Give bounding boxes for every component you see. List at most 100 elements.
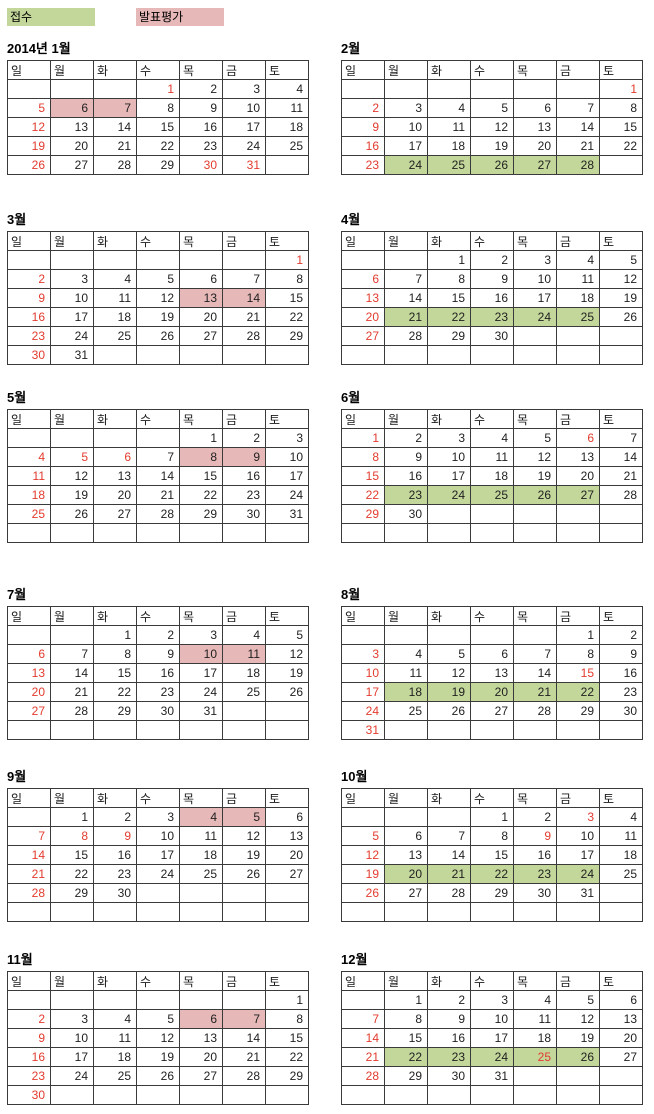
day-cell[interactable]: 5 (7, 98, 51, 118)
day-cell[interactable]: 6 (384, 826, 428, 846)
day-cell[interactable]: 9 (179, 98, 223, 118)
day-cell[interactable] (599, 1085, 643, 1105)
day-cell[interactable] (179, 345, 223, 365)
day-cell[interactable]: 30 (93, 883, 137, 903)
day-cell[interactable] (556, 523, 600, 543)
day-cell[interactable] (556, 504, 600, 524)
day-cell[interactable] (556, 79, 600, 99)
day-cell[interactable] (93, 428, 137, 448)
day-cell[interactable]: 8 (265, 1009, 309, 1029)
day-cell[interactable]: 28 (427, 883, 471, 903)
day-cell[interactable]: 3 (427, 428, 471, 448)
day-cell[interactable] (384, 523, 428, 543)
day-cell[interactable]: 13 (179, 1028, 223, 1048)
day-cell[interactable]: 10 (136, 826, 180, 846)
day-cell[interactable]: 11 (93, 288, 137, 308)
day-cell[interactable]: 21 (341, 1047, 385, 1067)
day-cell[interactable]: 15 (136, 117, 180, 137)
day-cell[interactable]: 29 (427, 326, 471, 346)
day-cell[interactable]: 13 (93, 466, 137, 486)
day-cell[interactable] (93, 720, 137, 740)
day-cell[interactable]: 17 (427, 466, 471, 486)
day-cell[interactable]: 25 (427, 155, 471, 175)
day-cell[interactable]: 6 (513, 98, 557, 118)
day-cell[interactable] (136, 1085, 180, 1105)
day-cell[interactable]: 11 (427, 117, 471, 137)
day-cell[interactable]: 11 (179, 826, 223, 846)
day-cell[interactable]: 19 (427, 682, 471, 702)
day-cell[interactable]: 11 (93, 1028, 137, 1048)
day-cell[interactable] (222, 701, 266, 721)
day-cell[interactable]: 10 (384, 117, 428, 137)
day-cell[interactable] (265, 523, 309, 543)
day-cell[interactable]: 14 (599, 447, 643, 467)
day-cell[interactable] (265, 155, 309, 175)
day-cell[interactable]: 13 (384, 845, 428, 865)
day-cell[interactable]: 2 (222, 428, 266, 448)
day-cell[interactable] (513, 902, 557, 922)
day-cell[interactable]: 3 (222, 79, 266, 99)
day-cell[interactable]: 1 (470, 807, 514, 827)
day-cell[interactable]: 24 (136, 864, 180, 884)
day-cell[interactable]: 27 (50, 155, 94, 175)
day-cell[interactable]: 18 (93, 307, 137, 327)
day-cell[interactable]: 3 (513, 250, 557, 270)
day-cell[interactable]: 3 (470, 990, 514, 1010)
day-cell[interactable]: 11 (599, 826, 643, 846)
day-cell[interactable] (556, 902, 600, 922)
day-cell[interactable] (427, 523, 471, 543)
day-cell[interactable]: 7 (384, 269, 428, 289)
day-cell[interactable] (384, 720, 428, 740)
day-cell[interactable]: 11 (265, 98, 309, 118)
day-cell[interactable]: 14 (513, 663, 557, 683)
day-cell[interactable]: 24 (556, 864, 600, 884)
day-cell[interactable]: 2 (93, 807, 137, 827)
day-cell[interactable]: 8 (50, 826, 94, 846)
day-cell[interactable] (7, 807, 51, 827)
day-cell[interactable]: 3 (341, 644, 385, 664)
day-cell[interactable] (179, 902, 223, 922)
day-cell[interactable] (179, 720, 223, 740)
day-cell[interactable] (599, 155, 643, 175)
day-cell[interactable]: 18 (513, 1028, 557, 1048)
day-cell[interactable]: 20 (179, 307, 223, 327)
day-cell[interactable]: 2 (7, 1009, 51, 1029)
day-cell[interactable]: 16 (136, 663, 180, 683)
day-cell[interactable]: 1 (599, 79, 643, 99)
day-cell[interactable]: 5 (136, 269, 180, 289)
day-cell[interactable] (179, 883, 223, 903)
day-cell[interactable]: 16 (179, 117, 223, 137)
day-cell[interactable] (136, 883, 180, 903)
day-cell[interactable]: 12 (427, 663, 471, 683)
day-cell[interactable]: 14 (136, 466, 180, 486)
day-cell[interactable]: 17 (222, 117, 266, 137)
day-cell[interactable] (513, 345, 557, 365)
day-cell[interactable]: 22 (470, 864, 514, 884)
day-cell[interactable]: 21 (136, 485, 180, 505)
day-cell[interactable] (599, 902, 643, 922)
day-cell[interactable] (599, 523, 643, 543)
day-cell[interactable]: 10 (50, 1028, 94, 1048)
day-cell[interactable] (427, 345, 471, 365)
day-cell[interactable]: 7 (427, 826, 471, 846)
day-cell[interactable]: 7 (93, 98, 137, 118)
day-cell[interactable]: 19 (136, 307, 180, 327)
day-cell[interactable]: 6 (179, 269, 223, 289)
day-cell[interactable] (265, 1085, 309, 1105)
day-cell[interactable]: 26 (599, 307, 643, 327)
day-cell[interactable]: 17 (384, 136, 428, 156)
day-cell[interactable] (513, 504, 557, 524)
day-cell[interactable]: 14 (427, 845, 471, 865)
day-cell[interactable] (341, 625, 385, 645)
day-cell[interactable]: 5 (222, 807, 266, 827)
day-cell[interactable]: 29 (136, 155, 180, 175)
day-cell[interactable]: 10 (513, 269, 557, 289)
day-cell[interactable] (179, 1085, 223, 1105)
day-cell[interactable]: 1 (341, 428, 385, 448)
day-cell[interactable]: 2 (384, 428, 428, 448)
day-cell[interactable] (222, 720, 266, 740)
day-cell[interactable]: 6 (179, 1009, 223, 1029)
day-cell[interactable]: 29 (265, 326, 309, 346)
day-cell[interactable]: 18 (7, 485, 51, 505)
day-cell[interactable]: 12 (599, 269, 643, 289)
